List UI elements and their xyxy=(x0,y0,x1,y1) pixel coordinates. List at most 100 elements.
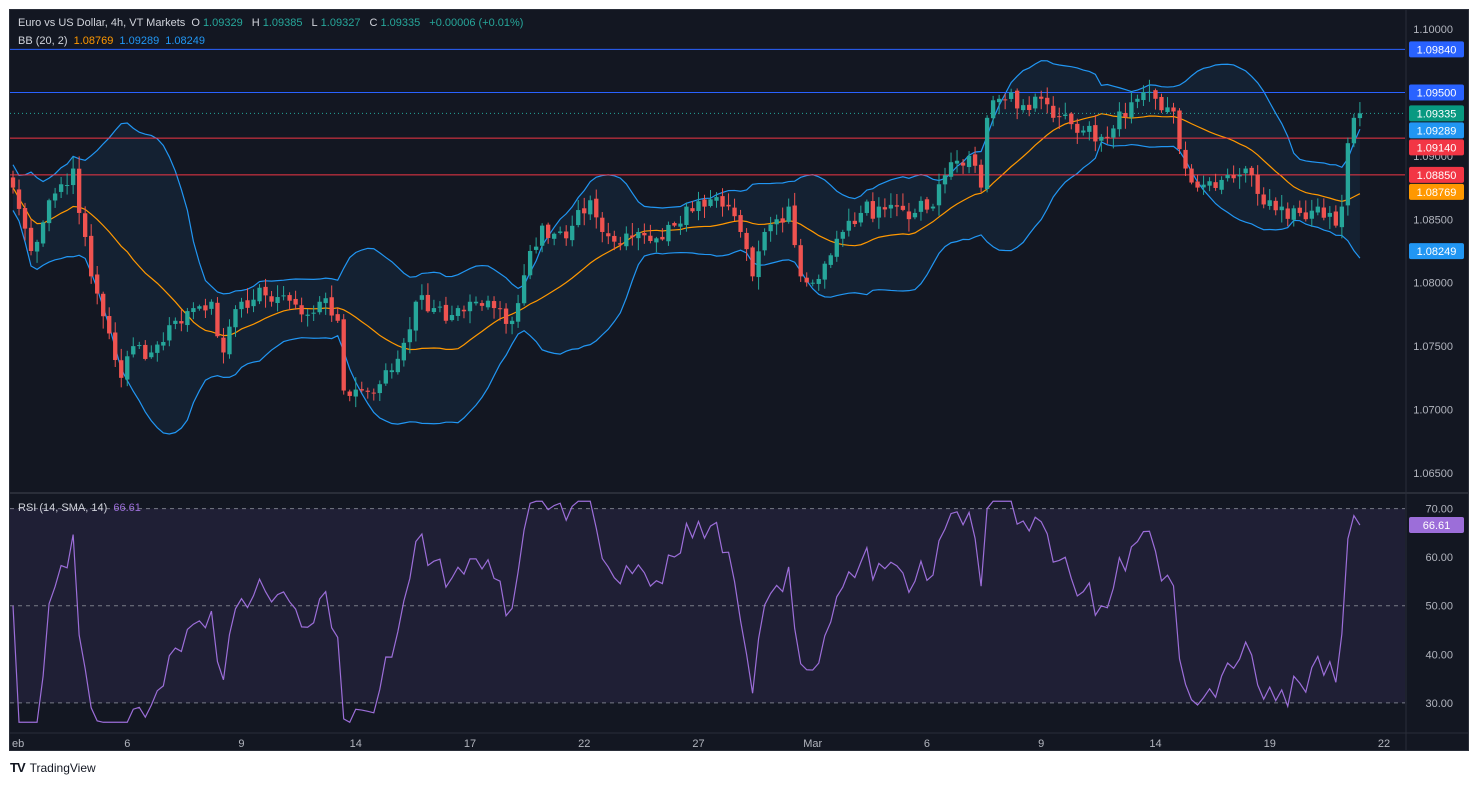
candle-body xyxy=(203,305,208,311)
candle-body xyxy=(750,247,755,277)
candle-body xyxy=(179,321,184,324)
rsi-value-label: 66.61 xyxy=(1423,520,1451,532)
candle-body xyxy=(419,295,425,300)
candle-body xyxy=(804,277,809,283)
time-tick-label-9: 9 xyxy=(1038,738,1044,750)
candle xyxy=(1159,93,1164,113)
time-tick-label-11: 19 xyxy=(1264,738,1276,750)
candle xyxy=(1002,93,1008,110)
candle-body xyxy=(269,296,274,302)
candle xyxy=(1081,125,1086,136)
ohlc-high: H 1.09385 xyxy=(251,17,303,29)
candle-body xyxy=(347,391,352,396)
candle xyxy=(467,294,473,324)
candle xyxy=(449,305,455,322)
candle xyxy=(588,195,593,221)
candle xyxy=(167,317,172,347)
candle-body xyxy=(798,245,803,277)
candle xyxy=(882,198,888,218)
candle-body xyxy=(1357,113,1363,119)
tradingview-branding[interactable]: TV TradingView xyxy=(10,760,96,775)
ohlc-close: C 1.09335 xyxy=(369,17,421,29)
candle xyxy=(149,345,154,359)
candle-body xyxy=(281,295,286,297)
candle xyxy=(503,303,509,334)
candle-body xyxy=(1351,117,1357,144)
bb-basis-value: 1.08769 xyxy=(73,35,114,47)
candle xyxy=(479,300,485,311)
candle xyxy=(1027,96,1032,117)
candle-body xyxy=(948,162,954,177)
candle xyxy=(107,307,112,340)
candle xyxy=(131,337,136,358)
candle xyxy=(1015,88,1020,120)
candle xyxy=(612,230,617,251)
candle xyxy=(672,221,677,228)
chart-frame[interactable]: 1.100001.095001.090001.085001.080001.075… xyxy=(9,9,1469,751)
candle-body xyxy=(1201,184,1206,188)
price-tick-label-4: 1.08000 xyxy=(1413,278,1453,290)
candle xyxy=(1111,125,1116,149)
candle xyxy=(1315,198,1320,216)
candle-body xyxy=(359,389,364,391)
candle xyxy=(539,223,545,253)
candle-body xyxy=(533,246,539,250)
candle xyxy=(185,307,190,332)
candle xyxy=(413,300,419,342)
candle xyxy=(275,285,280,312)
candle xyxy=(1279,195,1284,223)
candle xyxy=(22,202,28,241)
candle-body xyxy=(197,306,202,309)
candle-body xyxy=(40,222,46,244)
candle xyxy=(10,170,16,194)
candle-body xyxy=(690,208,695,212)
candle-body xyxy=(720,196,725,207)
candle-body xyxy=(371,392,376,394)
candle-body xyxy=(329,297,334,316)
candle-body xyxy=(1075,123,1080,133)
candle-body xyxy=(311,312,316,314)
candle xyxy=(473,296,479,306)
candle-body xyxy=(654,238,659,243)
candle-body xyxy=(64,185,70,187)
candle-body xyxy=(744,232,749,250)
tradingview-name: TradingView xyxy=(29,760,96,775)
candle xyxy=(828,253,833,269)
candle xyxy=(864,199,870,216)
candle xyxy=(1147,79,1152,102)
candle-body xyxy=(672,223,677,226)
candle-body xyxy=(1147,91,1152,93)
candle-body xyxy=(16,189,22,209)
price-tick-label-7: 1.06500 xyxy=(1413,468,1453,480)
candle-body xyxy=(1183,149,1188,169)
candle-body xyxy=(1291,208,1296,220)
price-label-text: 1.09289 xyxy=(1417,125,1457,137)
candle-body xyxy=(816,278,821,284)
candle-body xyxy=(239,301,244,310)
candle-body xyxy=(906,211,912,220)
candle-body xyxy=(76,168,82,213)
candle xyxy=(1189,164,1194,185)
candle xyxy=(582,197,587,226)
bb-band-fill xyxy=(13,60,1360,435)
candle xyxy=(359,381,364,393)
candle xyxy=(618,236,623,251)
price-label: 1.08769 xyxy=(1409,183,1464,200)
candle-body xyxy=(852,220,857,225)
candle xyxy=(1008,88,1014,102)
chart-canvas[interactable]: 1.100001.095001.090001.085001.080001.075… xyxy=(10,10,1469,751)
price-tick-label-6: 1.07000 xyxy=(1413,405,1453,417)
candle xyxy=(281,286,286,301)
candle-body xyxy=(323,298,328,304)
candle xyxy=(161,332,166,351)
candle xyxy=(576,200,581,228)
candle-body xyxy=(1015,90,1020,109)
candle xyxy=(221,328,226,364)
candle-body xyxy=(389,370,394,373)
rsi-legend[interactable]: RSI (14, SMA, 14) 66.61 xyxy=(18,502,144,514)
candle-body xyxy=(395,358,400,373)
bb-legend[interactable]: BB (20, 2) 1.08769 1.09289 1.08249 xyxy=(18,35,208,47)
candle xyxy=(708,190,713,208)
candle-body xyxy=(846,220,851,231)
candle-body xyxy=(828,255,833,265)
